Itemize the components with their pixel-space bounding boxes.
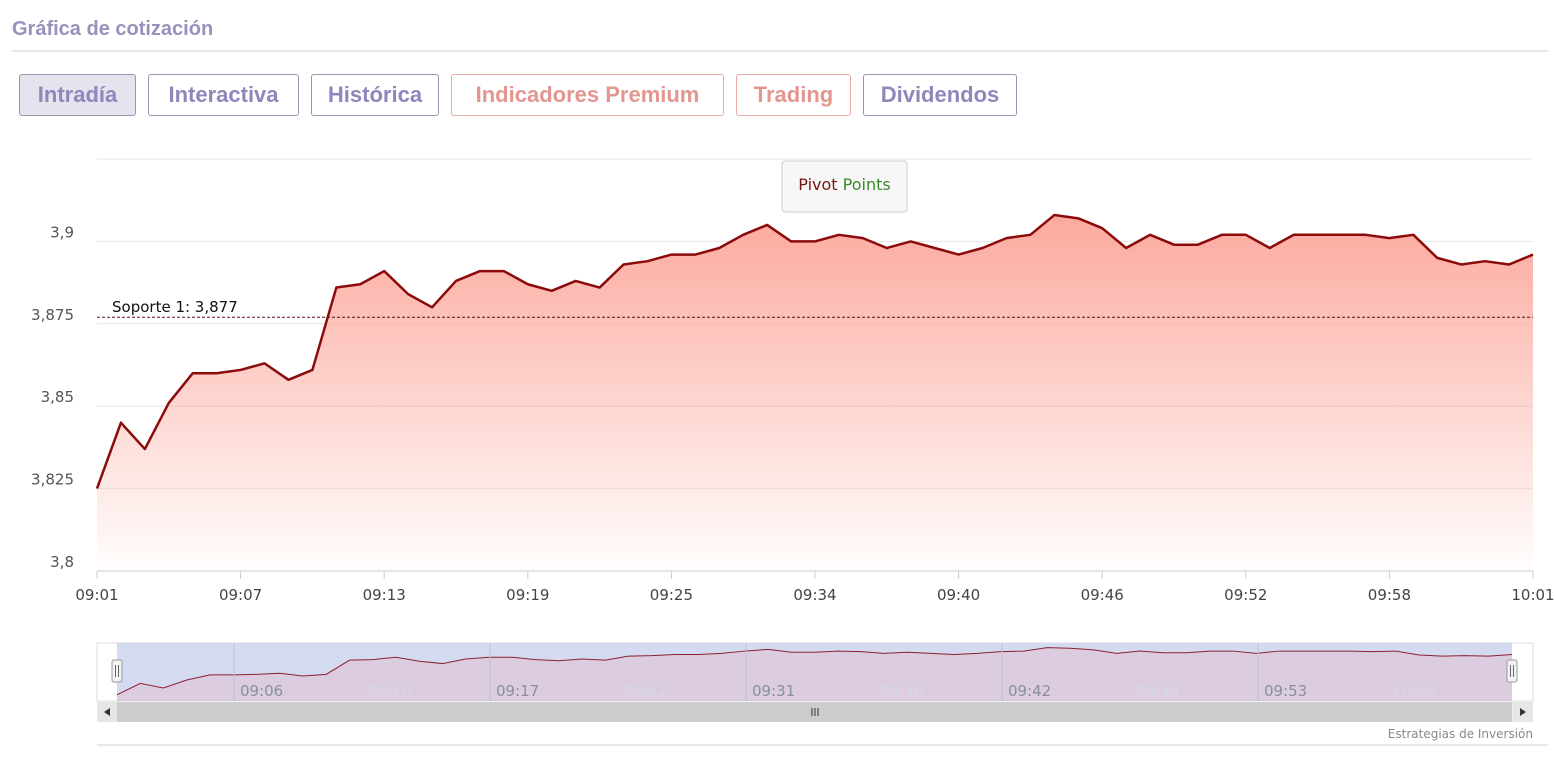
x-tick-label: 09:58 [1368, 586, 1411, 604]
area-fill [97, 215, 1533, 572]
y-tick-label: 3,825 [31, 471, 74, 489]
x-tick-label: 09:34 [793, 586, 836, 604]
pivot-word: Pivot [798, 175, 837, 194]
arrow-left [104, 708, 110, 716]
navigator-area [117, 647, 1512, 701]
navigator-line [116, 647, 1513, 696]
tab[interactable]: Trading [736, 74, 851, 116]
navigator-label: 09:36 [880, 682, 923, 700]
x-tick-label: 09:52 [1224, 586, 1267, 604]
arrow-right [1520, 708, 1526, 716]
section-title: Gráfica de cotización [12, 18, 214, 40]
x-tick-label: 09:19 [506, 586, 549, 604]
pivot-button-label: Pivot Points [798, 175, 890, 194]
tab[interactable]: Indicadores Premium [451, 74, 724, 116]
y-tick-label: 3,9 [50, 223, 74, 241]
x-tick-label: 09:13 [363, 586, 406, 604]
x-tick-label: 09:07 [219, 586, 262, 604]
support-label: Soporte 1: 3,877 [112, 298, 238, 316]
y-tick-label: 3,85 [41, 388, 74, 406]
navigator-handle[interactable] [111, 659, 123, 683]
navigator-handle[interactable] [1506, 659, 1518, 683]
y-tick-label: 3,8 [50, 553, 74, 571]
navigator-label: 09:17 [496, 682, 539, 700]
pivot-button [781, 160, 908, 213]
x-tick-label: 10:01 [1511, 586, 1554, 604]
x-tick-label: 09:25 [650, 586, 693, 604]
x-tick-label: 09:46 [1081, 586, 1124, 604]
navigator-label: 09:06 [240, 682, 283, 700]
x-tick-label: 09:01 [75, 586, 118, 604]
price-line [95, 213, 1534, 490]
navigator-label: 10:00 [1392, 682, 1435, 700]
navigator-label: 09:42 [1008, 682, 1051, 700]
navigator-label: 09:10 [368, 682, 411, 700]
tab[interactable]: Histórica [311, 74, 439, 116]
navigator-label: 09:22 [624, 682, 667, 700]
x-tick-label: 09:40 [937, 586, 980, 604]
navigator-label: 09:53 [1264, 682, 1307, 700]
navigator-label: 09:48 [1136, 682, 1179, 700]
points-word: Points [843, 175, 891, 194]
y-tick-label: 3,875 [31, 306, 74, 324]
tab[interactable]: Dividendos [863, 74, 1017, 116]
tab[interactable]: Interactiva [148, 74, 299, 116]
tab[interactable]: Intradía [19, 74, 136, 116]
navigator-label: 09:31 [752, 682, 795, 700]
credits: Estrategias de Inversión [1388, 727, 1533, 741]
